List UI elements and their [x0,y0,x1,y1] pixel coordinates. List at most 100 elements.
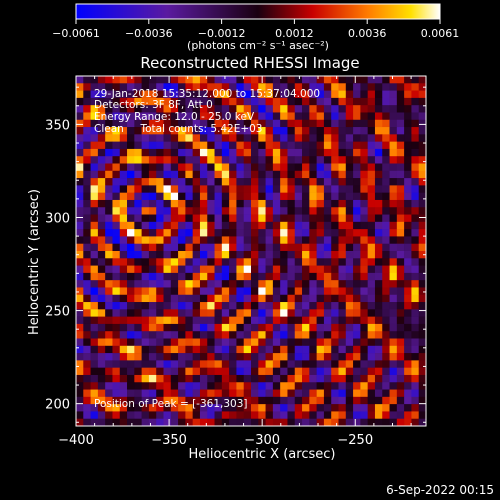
heatmap-cell [83,280,91,288]
heatmap-cell [367,134,376,142]
heatmap-cell [360,353,368,361]
heatmap-cell [119,236,128,245]
heatmap-cell [331,185,339,193]
heatmap-cell [265,156,274,164]
heatmap-cell [83,214,91,223]
heatmap-cell [287,404,296,412]
heatmap-cell [345,345,354,354]
heatmap-cell [83,141,91,150]
heatmap-cell [83,353,91,361]
heatmap-cell [127,127,135,135]
heatmap-cell [119,112,128,121]
heatmap-cell [90,229,99,237]
heatmap-cell [389,294,398,303]
heatmap-cell [323,221,332,230]
heatmap-cell [396,156,405,164]
heatmap-cell [112,192,121,201]
heatmap-cell [374,134,383,142]
heatmap-cell [192,178,201,186]
heatmap-cell [141,127,150,135]
heatmap-cell [97,338,106,347]
heatmap-cell [287,272,296,281]
heatmap-cell [404,141,412,150]
heatmap-cell [76,338,84,347]
heatmap-cell [83,112,91,121]
heatmap-cell [309,331,317,339]
heatmap-cell [404,185,412,193]
heatmap-cell [185,367,193,376]
heatmap-cell [316,83,325,91]
heatmap-cell [156,97,164,106]
heatmap-cell [207,199,215,208]
heatmap-cell [272,280,281,288]
heatmap-cell [236,302,245,310]
chart-title: Reconstructed RHESSI Image [140,54,359,72]
heatmap-cell [163,207,172,215]
heatmap-cell [411,97,420,106]
heatmap-cell [367,411,376,420]
heatmap-cell [119,83,128,91]
heatmap-cell [251,302,259,310]
heatmap-cell [192,404,201,412]
heatmap-cell [112,309,121,317]
heatmap-cell [105,367,113,376]
heatmap-cell [105,396,113,405]
heatmap-cell [178,97,186,106]
heatmap-cell [294,367,303,376]
heatmap-cell [83,76,91,84]
heatmap-cell [112,221,121,230]
heatmap-cell [243,134,252,142]
heatmap-cell [418,156,427,164]
heatmap-cell [83,251,91,259]
heatmap-cell [243,338,252,347]
heatmap-cell [280,331,288,339]
heatmap-cell [389,119,398,128]
heatmap-cell [170,302,179,310]
heatmap-cell [280,323,288,332]
heatmap-cell [345,389,354,398]
heatmap-cell [287,76,296,84]
heatmap-cell [345,382,354,390]
heatmap-cell [309,185,317,193]
heatmap-cell [265,134,274,142]
heatmap-cell [302,185,310,193]
heatmap-cell [185,134,193,142]
heatmap-cell [360,302,368,310]
heatmap-cell [119,360,128,368]
heatmap-cell [272,192,281,201]
heatmap-cell [76,97,84,106]
heatmap-cell [214,156,223,164]
x-tick-label: −400 [58,433,94,448]
heatmap-cell [119,272,128,281]
heatmap-cell [382,192,390,201]
heatmap-cell [134,214,142,223]
heatmap-cell [112,338,121,347]
heatmap-cell [229,170,237,179]
heatmap-cell [302,156,310,164]
heatmap-cell [360,134,368,142]
heatmap-cell [294,243,303,252]
heatmap-cell [287,258,296,266]
heatmap-cell [156,316,164,325]
heatmap-cell [258,360,266,368]
heatmap-cell [214,353,223,361]
heatmap-cell [214,404,223,412]
heatmap-cell [90,404,99,412]
heatmap-cell [287,199,296,208]
heatmap-cell [207,207,215,215]
heatmap-cell [353,353,361,361]
heatmap-cell [141,382,150,390]
heatmap-cell [302,178,310,186]
colorbar-tick-label: 0.0012 [275,27,314,40]
heatmap-cell [141,112,150,121]
heatmap-cell [192,316,201,325]
heatmap-cell [404,251,412,259]
heatmap-cell [148,192,157,201]
heatmap-cell [374,112,383,121]
heatmap-cell [170,323,179,332]
heatmap-cell [382,221,390,230]
heatmap-cell [97,214,106,223]
heatmap-cell [382,185,390,193]
heatmap-cell [134,331,142,339]
heatmap-cell [214,119,223,128]
